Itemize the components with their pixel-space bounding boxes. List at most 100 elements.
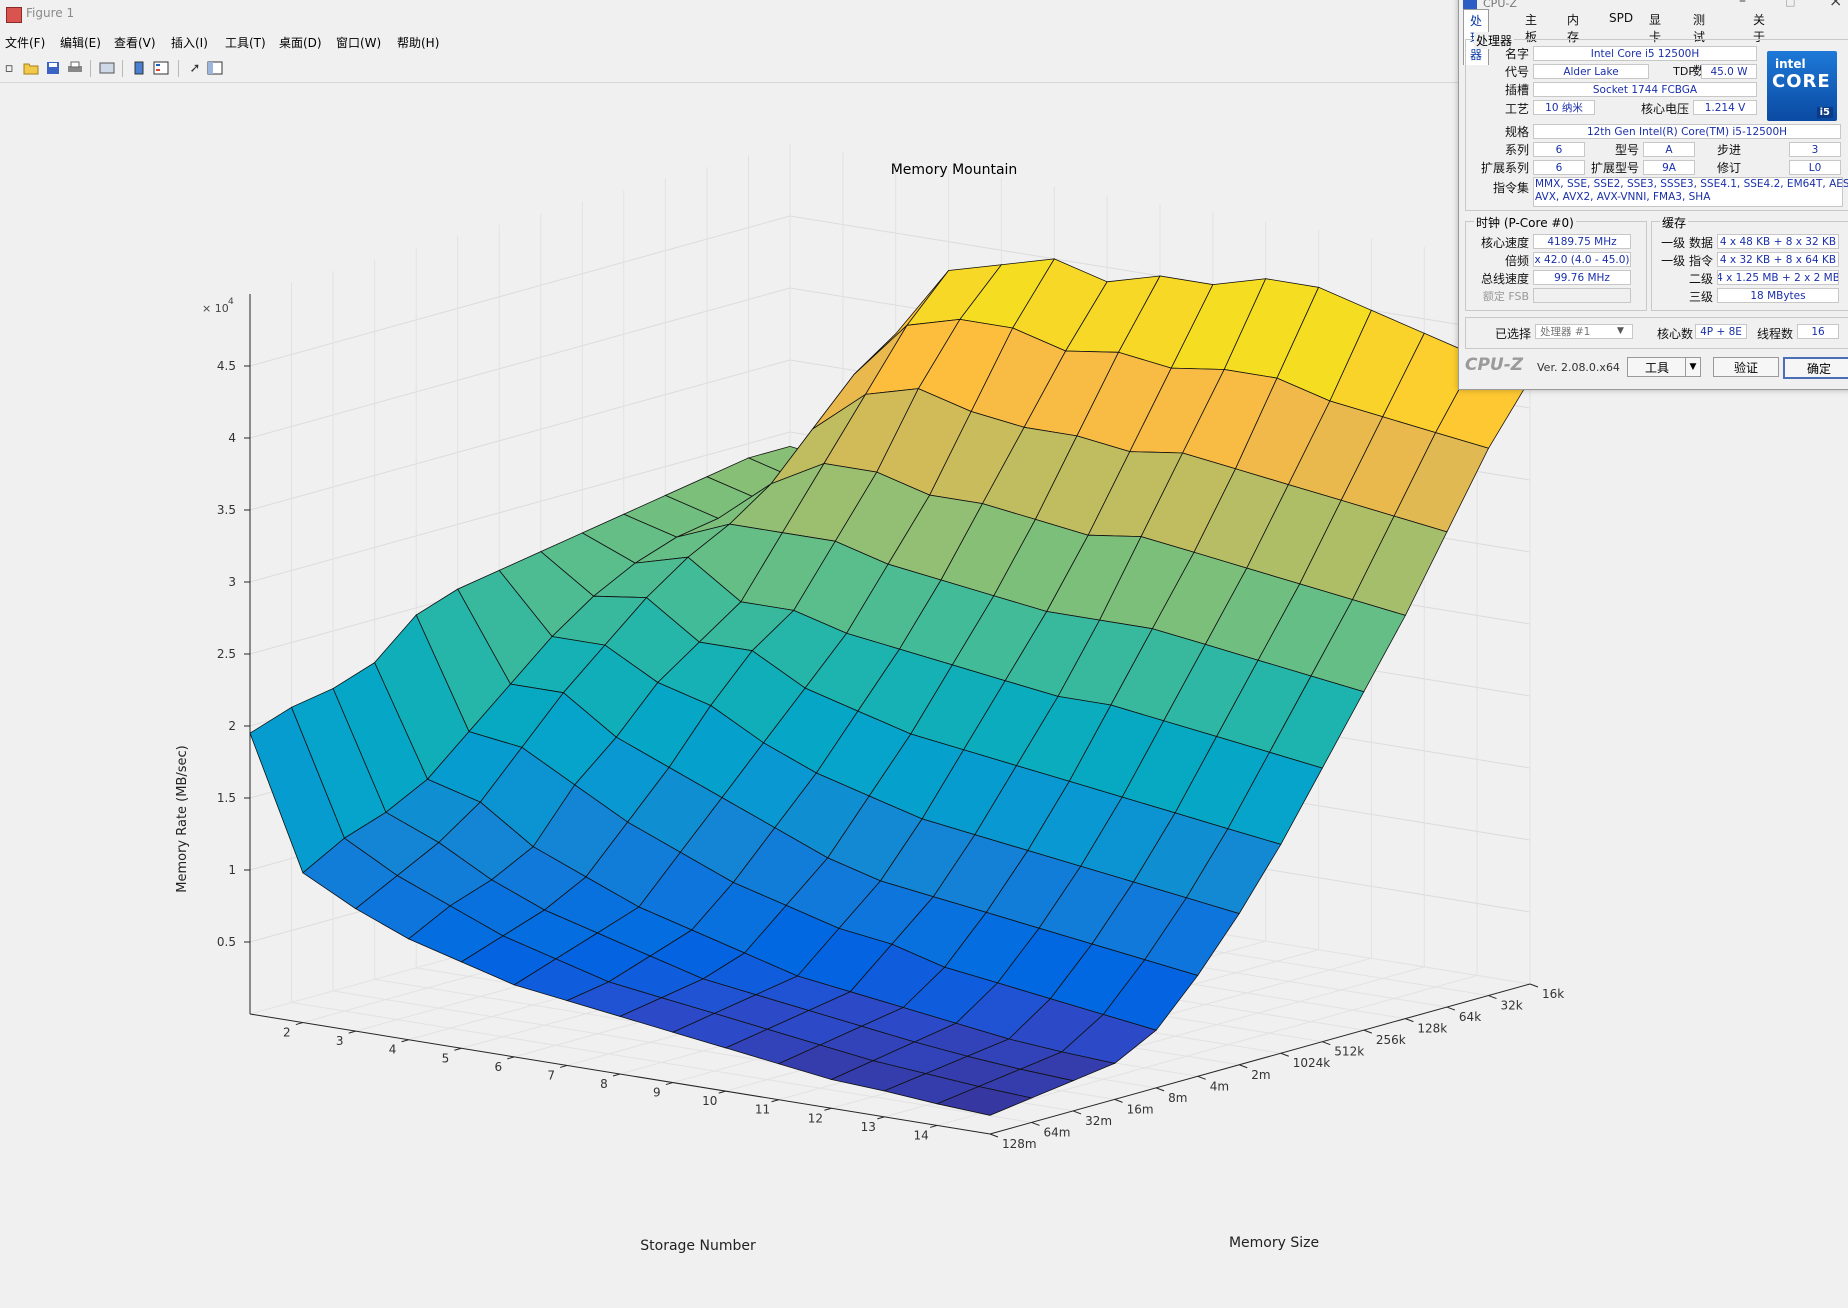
y-tick-label: 16m bbox=[1127, 1102, 1154, 1116]
tab-mainboard[interactable]: 主板 bbox=[1525, 13, 1538, 44]
ok-button[interactable]: 确定 bbox=[1783, 357, 1848, 379]
extmodel-label: 扩展型号 bbox=[1590, 161, 1639, 175]
processor-group: 处理器 bbox=[1465, 32, 1848, 211]
print-icon[interactable] bbox=[66, 59, 84, 77]
y-tick-mark bbox=[1031, 1121, 1040, 1126]
l1i-label: 一级 指令 bbox=[1661, 254, 1713, 268]
l2-value: 4 x 1.25 MB + 2 x 2 MB bbox=[1717, 270, 1839, 285]
open-icon[interactable] bbox=[22, 59, 40, 77]
core-speed-label: 核心速度 bbox=[1480, 236, 1529, 250]
socket-value: Socket 1744 FCBGA bbox=[1533, 82, 1757, 97]
tab-memory[interactable]: 内存 bbox=[1567, 13, 1580, 44]
menu-help[interactable]: 帮助(H) bbox=[397, 36, 440, 50]
y-tick-label: 1024k bbox=[1293, 1056, 1331, 1070]
export-icon[interactable] bbox=[98, 59, 116, 77]
y-tick-label: 64k bbox=[1459, 1010, 1481, 1024]
menu-view[interactable]: 查看(V) bbox=[114, 36, 156, 50]
l3-value: 18 MBytes bbox=[1717, 288, 1839, 303]
x-tick-label: 5 bbox=[442, 1051, 450, 1065]
y-tick-mark bbox=[1239, 1064, 1248, 1069]
tab-about[interactable]: 关于 bbox=[1753, 13, 1766, 44]
menu-bar: 文件(F) 编辑(E) 查看(V) 插入(I) 工具(T) 桌面(D) 窗口(W… bbox=[0, 30, 1460, 52]
codename-label: 代号 bbox=[1504, 65, 1529, 79]
y-axis-line bbox=[989, 983, 1531, 1135]
x-axis-label: Storage Number bbox=[640, 1238, 756, 1254]
window-titlebar: Figure 1 bbox=[0, 0, 1460, 28]
legend-icon[interactable] bbox=[152, 59, 170, 77]
intel-core-i5-logo: intel CORE i5 bbox=[1767, 51, 1837, 121]
x-tick-mark bbox=[560, 1064, 568, 1068]
pointer-icon[interactable]: ➚ bbox=[189, 60, 201, 76]
property-editor-icon[interactable] bbox=[206, 59, 224, 77]
menu-edit[interactable]: 编辑(E) bbox=[60, 36, 101, 50]
l1d-value: 4 x 48 KB + 8 x 32 KB bbox=[1717, 234, 1839, 249]
y-tick-mark bbox=[1280, 1052, 1289, 1057]
l1d-label: 一级 数据 bbox=[1661, 236, 1713, 250]
cpuz-brand: CPU-Z bbox=[1465, 355, 1524, 375]
y-tick-label: 128m bbox=[1002, 1137, 1037, 1151]
new-icon[interactable]: ▫ bbox=[4, 60, 14, 76]
x-tick-mark bbox=[401, 1039, 409, 1043]
tools-dropdown-icon[interactable]: ▼ bbox=[1685, 357, 1701, 377]
figure-canvas[interactable]: 0.5 1 1.5 2 2.5 3 3.5 4 4.5 2 3 4 5 6 7 8 9 10 11 12 13 14 128… bbox=[0, 84, 1848, 1304]
x-tick-mark bbox=[877, 1116, 885, 1120]
x-tick-mark bbox=[824, 1107, 832, 1111]
surface-patch bbox=[935, 1086, 1033, 1116]
colorbar-icon[interactable] bbox=[130, 59, 148, 77]
z-tick-label: 2.5 bbox=[217, 647, 236, 661]
y-tick-mark bbox=[1405, 1018, 1414, 1023]
x-tick-mark bbox=[612, 1073, 621, 1077]
plot-title: Memory Mountain bbox=[891, 162, 1018, 178]
tab-spd[interactable]: SPD bbox=[1609, 11, 1634, 25]
chevron-down-icon[interactable]: ▼ bbox=[1617, 326, 1624, 336]
l2-label: 二级 bbox=[1688, 272, 1713, 286]
y-tick-mark bbox=[1529, 983, 1539, 988]
spec-value: 12th Gen Intel(R) Core(TM) i5-12500H bbox=[1533, 124, 1841, 139]
bus-speed-value: 99.76 MHz bbox=[1533, 270, 1631, 285]
extmodel-value: 9A bbox=[1643, 160, 1695, 175]
cpuz-app-icon bbox=[1463, 0, 1477, 9]
logo-brand: intel bbox=[1775, 57, 1806, 71]
menu-insert[interactable]: 插入(I) bbox=[171, 36, 208, 50]
selection-dropdown[interactable]: 处理器 #1 bbox=[1535, 324, 1633, 339]
window-title: Figure 1 bbox=[26, 6, 75, 20]
x-tick-label: 10 bbox=[702, 1094, 717, 1108]
close-icon[interactable]: × bbox=[1829, 0, 1843, 10]
y-tick-mark bbox=[1114, 1098, 1123, 1103]
x-tick-mark bbox=[718, 1090, 726, 1094]
x-tick-label: 14 bbox=[914, 1128, 929, 1142]
save-icon[interactable] bbox=[44, 59, 62, 77]
cache-group-title: 缓存 bbox=[1660, 214, 1689, 231]
name-label: 名字 bbox=[1504, 47, 1529, 61]
tools-button[interactable]: 工具 bbox=[1627, 357, 1687, 377]
menu-window[interactable]: 窗口(W) bbox=[336, 36, 382, 50]
y-tick-label: 512k bbox=[1334, 1045, 1364, 1059]
validate-button[interactable]: 验证 bbox=[1713, 357, 1779, 377]
surface-plot[interactable]: 0.5 1 1.5 2 2.5 3 3.5 4 4.5 2 3 4 5 6 7 8 9 10 11 12 13 14 128… bbox=[0, 84, 1848, 1304]
minimize-icon[interactable]: – bbox=[1739, 0, 1746, 9]
y-tick-label: 32m bbox=[1085, 1114, 1112, 1128]
menu-desktop[interactable]: 桌面(D) bbox=[279, 36, 322, 50]
menu-tools[interactable]: 工具(T) bbox=[225, 36, 266, 50]
multiplier-label: 倍频 bbox=[1504, 254, 1529, 268]
x-tick-label: 3 bbox=[336, 1034, 344, 1048]
logo-core: CORE bbox=[1772, 71, 1831, 92]
codename-value: Alder Lake bbox=[1533, 64, 1649, 79]
y-axis-label: Memory Size bbox=[1229, 1235, 1319, 1251]
l1i-value: 4 x 32 KB + 8 x 64 KB bbox=[1717, 252, 1839, 267]
z-tick-label: 1 bbox=[228, 863, 236, 877]
z-tick-label: 0.5 bbox=[217, 935, 236, 949]
x-tick-mark bbox=[507, 1056, 515, 1060]
y-tick-mark bbox=[989, 1133, 999, 1138]
menu-file[interactable]: 文件(F) bbox=[5, 36, 46, 50]
z-tick-label: 3.5 bbox=[217, 503, 236, 517]
extfamily-label: 扩展系列 bbox=[1480, 161, 1529, 175]
y-tick-label: 32k bbox=[1500, 999, 1522, 1013]
cpuz-window[interactable]: CPU-Z – □ × 处理器 主板 内存 SPD 显卡 测试分数 关于 处理器… bbox=[1458, 0, 1848, 390]
z-tick-label: 3 bbox=[228, 575, 236, 589]
z-axis-label: Memory Rate (MB/sec) bbox=[175, 745, 190, 893]
toolbar-separator bbox=[90, 60, 91, 77]
x-tick-label: 13 bbox=[861, 1120, 876, 1134]
tab-graphics[interactable]: 显卡 bbox=[1649, 13, 1662, 44]
maximize-icon[interactable]: □ bbox=[1785, 0, 1796, 8]
